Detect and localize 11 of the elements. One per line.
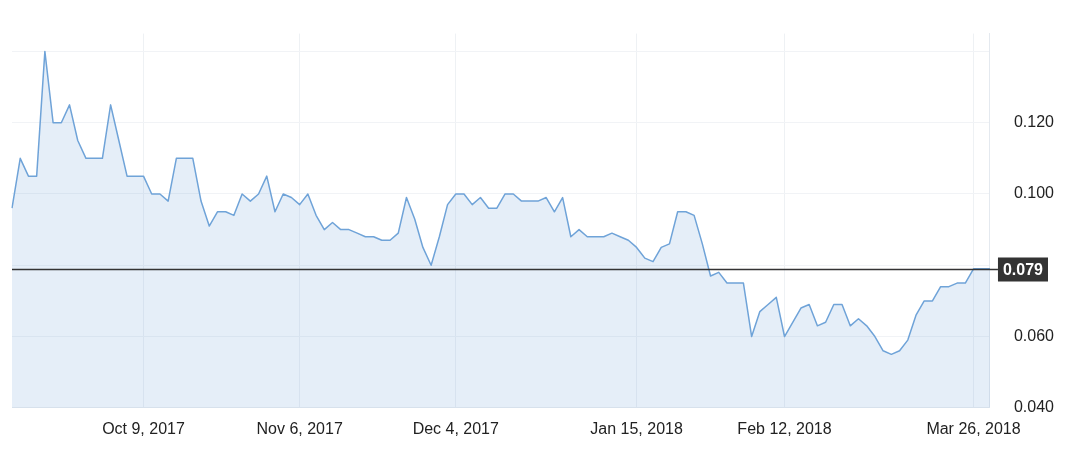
ref-line-label: 0.079 (1002, 260, 1044, 278)
y-tick-label: 0.040 (1013, 398, 1055, 416)
x-tick-label: Oct 9, 2017 (102, 419, 185, 437)
x-tick-label: Nov 6, 2017 (256, 419, 343, 437)
x-tick-label: Mar 26, 2018 (926, 419, 1021, 437)
y-tick-label: 0.100 (1013, 184, 1055, 202)
x-tick-label: Jan 15, 2018 (590, 419, 683, 437)
x-tick-label: Dec 4, 2017 (412, 419, 500, 437)
y-tick-label: 0.120 (1013, 113, 1055, 131)
x-tick-label: Feb 12, 2018 (737, 419, 832, 437)
y-tick-label: 0.060 (1013, 326, 1055, 344)
